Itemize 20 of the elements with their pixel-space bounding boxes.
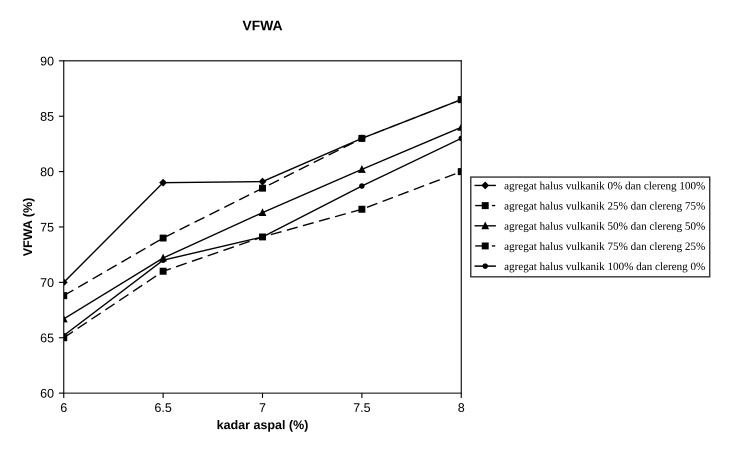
legend-label: agregat halus vulkanik 75% dan clereng 25%: [504, 242, 705, 252]
legend-label: agregat halus vulkanik 100% dan clereng 0%: [504, 262, 705, 272]
x-tick-label: 8: [458, 403, 464, 412]
legend-label: agregat halus vulkanik 25% dan clereng 75%: [504, 202, 705, 212]
y-tick-label: 90: [40, 56, 54, 66]
y-tick-label: 65: [40, 334, 54, 342]
chart-title: VFWA: [242, 20, 282, 30]
y-tick-label: 60: [40, 388, 54, 398]
y-axis-title: VFWA (%): [22, 198, 35, 256]
x-tick-label: 6.5: [155, 403, 172, 412]
legend-label: agregat halus vulkanik 0% dan clereng 100%: [504, 182, 705, 192]
x-tick-label: 7: [260, 403, 266, 412]
x-tick-label: 6: [60, 403, 67, 412]
y-tick-label: 80: [40, 167, 54, 176]
x-tick-label: 7.5: [354, 403, 370, 412]
y-tick-label: 75: [40, 222, 54, 232]
legend-label: agregat halus vulkanik 50% dan clereng 50%: [504, 222, 705, 232]
y-tick-label: 70: [40, 278, 54, 288]
x-axis-title: kadar aspal (%): [218, 420, 308, 432]
y-tick-label: 85: [40, 112, 54, 121]
